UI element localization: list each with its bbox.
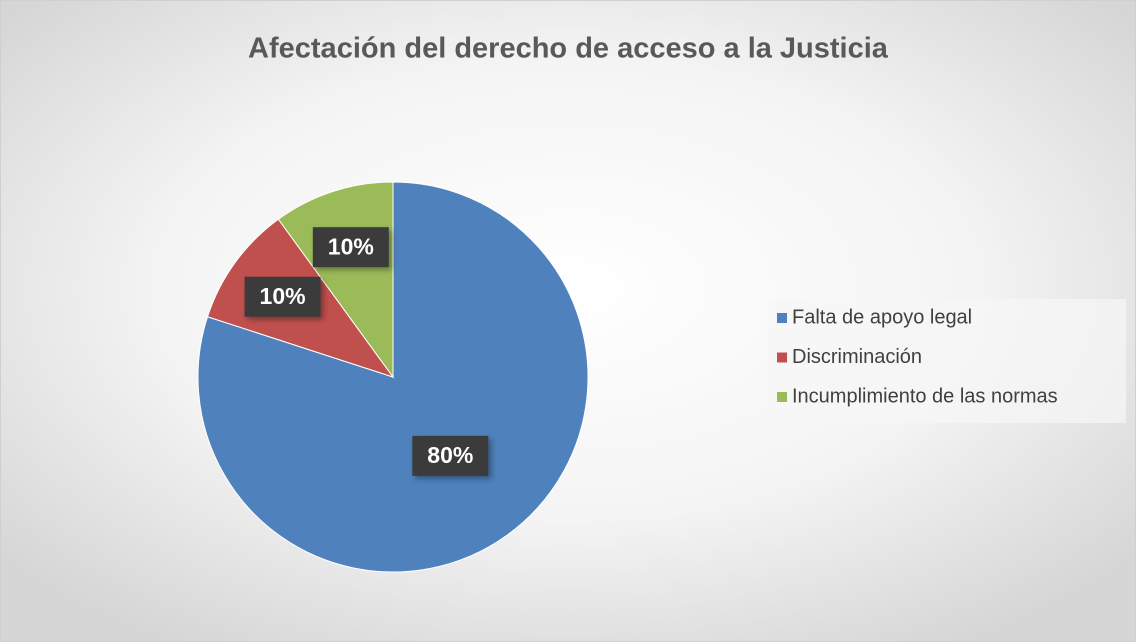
legend-label: Discriminación — [792, 346, 922, 368]
legend-swatch — [777, 313, 787, 323]
chart-title: Afectación del derecho de acceso a la Ju… — [248, 33, 889, 65]
data-label: 10% — [260, 283, 306, 309]
data-label-background — [244, 276, 321, 317]
data-label: 80% — [427, 442, 473, 468]
data-label: 10% — [328, 233, 374, 259]
legend-swatch — [777, 392, 787, 402]
legend-box — [768, 299, 1126, 423]
data-label-background — [412, 435, 489, 476]
legend-label: Incumplimiento de las normas — [792, 385, 1058, 407]
legend-swatch — [777, 352, 787, 363]
legend-label: Falta de apoyo legal — [792, 306, 972, 328]
data-label-background — [312, 227, 389, 268]
